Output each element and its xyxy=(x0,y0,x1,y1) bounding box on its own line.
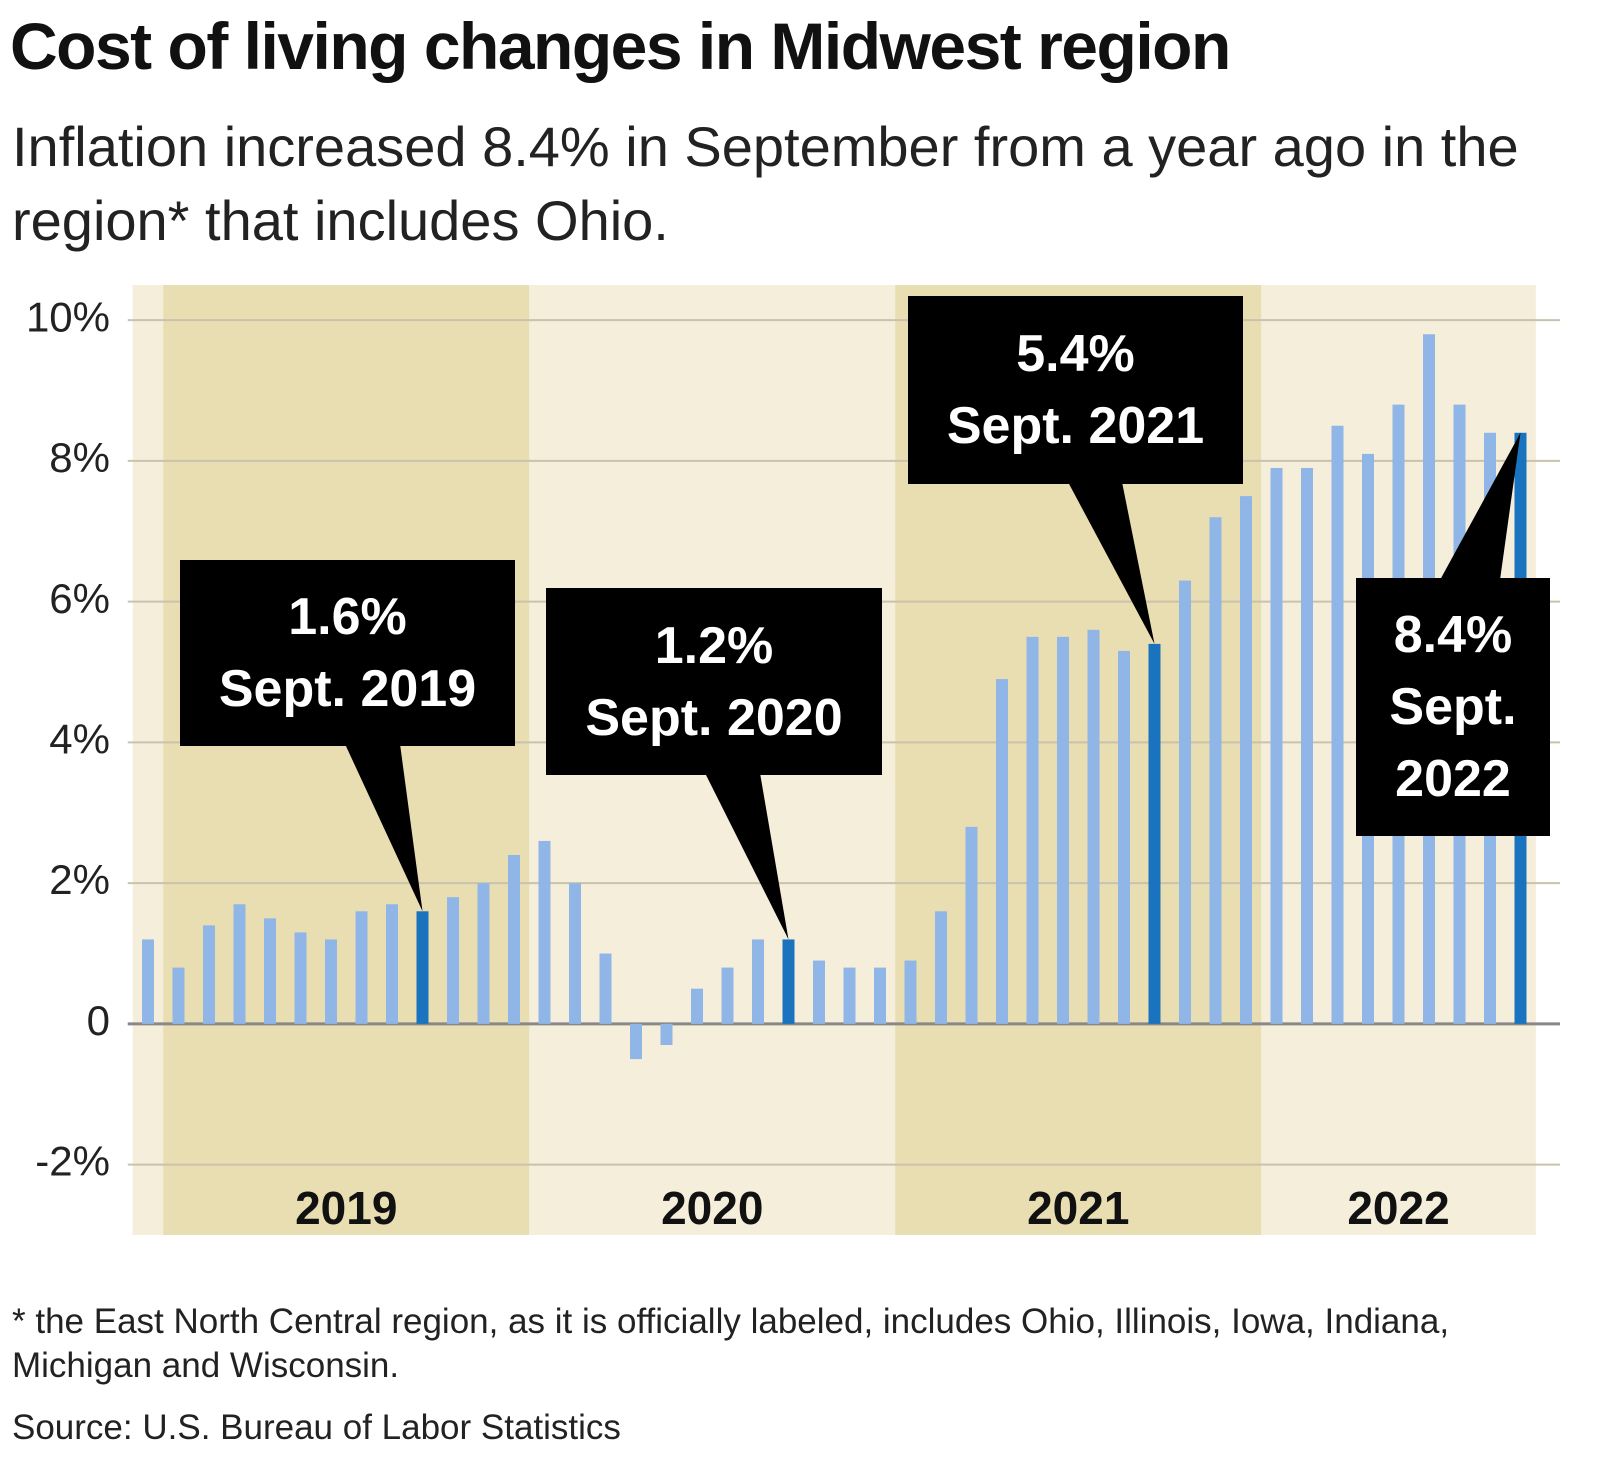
bar xyxy=(1026,636,1039,1024)
bar xyxy=(447,897,459,1024)
year-label: 2021 xyxy=(1027,1182,1129,1234)
callout-box xyxy=(1356,578,1550,836)
bar xyxy=(843,967,856,1024)
bar xyxy=(874,967,886,1024)
bar xyxy=(233,904,246,1024)
bar xyxy=(813,960,825,1024)
callout-date: Sept. 2021 xyxy=(946,397,1205,455)
y-tick-label: 6% xyxy=(49,575,110,622)
callout-pointer xyxy=(1440,432,1521,580)
callout-date: Sept. 2020 xyxy=(585,688,843,747)
footnote: * the East North Central region, as it i… xyxy=(12,1302,1450,1385)
callout-pointer xyxy=(1068,482,1155,644)
callout: 1.2% Sept. 2020 xyxy=(546,588,882,775)
callout-pointer xyxy=(345,744,423,912)
bar xyxy=(508,855,520,1024)
bar xyxy=(1118,650,1130,1024)
chart-subtitle: Inflation increased 8.4% in September fr… xyxy=(12,115,1519,252)
bar xyxy=(386,904,398,1024)
callout-value: 5.4% xyxy=(1016,325,1135,383)
bar xyxy=(1240,496,1252,1024)
bar xyxy=(1209,517,1222,1024)
y-tick-label: 0 xyxy=(87,997,110,1044)
callout-value: 8.4% xyxy=(1393,606,1513,664)
y-tick-label: 10% xyxy=(26,293,110,340)
y-tick-label: 2% xyxy=(49,856,110,903)
y-tick-label: 4% xyxy=(49,716,110,763)
bar xyxy=(782,939,795,1024)
bar xyxy=(1057,636,1069,1024)
chart-title: Cost of living changes in Midwest region xyxy=(10,9,1231,83)
bar xyxy=(630,1023,642,1060)
year-label: 2019 xyxy=(295,1182,397,1234)
bar xyxy=(294,932,307,1024)
bar xyxy=(325,939,337,1024)
bar xyxy=(1179,580,1191,1024)
bar xyxy=(660,1023,673,1045)
callout-value: 1.6% xyxy=(288,588,407,646)
callout: 5.4% Sept. 2021 xyxy=(908,296,1243,484)
bar xyxy=(142,939,154,1024)
bar xyxy=(538,840,551,1024)
bar xyxy=(1331,425,1344,1024)
callout-date: Sept. 2019 xyxy=(218,660,477,718)
y-tick-label: 8% xyxy=(49,434,110,481)
bar xyxy=(355,911,368,1024)
callout-box xyxy=(908,296,1243,484)
bar xyxy=(1087,629,1100,1024)
bar xyxy=(416,911,429,1024)
bar xyxy=(203,925,215,1024)
callout-pointer xyxy=(705,773,789,940)
bar xyxy=(569,883,581,1024)
bar xyxy=(477,883,490,1024)
bar xyxy=(691,988,703,1024)
bar xyxy=(721,967,734,1024)
year-label: 2022 xyxy=(1347,1182,1449,1234)
year-band xyxy=(163,285,530,1235)
source: Source: U.S. Bureau of Labor Statistics xyxy=(12,1408,621,1447)
callout: 8.4% Sept. 2022 xyxy=(1356,578,1550,836)
bar xyxy=(1301,467,1313,1024)
bar xyxy=(172,967,185,1024)
callout-box xyxy=(180,560,515,746)
callout: 1.6% Sept. 2019 xyxy=(180,560,515,746)
year-label: 2020 xyxy=(661,1182,763,1234)
callout-box xyxy=(546,588,882,775)
bar xyxy=(264,918,276,1024)
bar xyxy=(965,826,978,1024)
bar xyxy=(1270,467,1283,1024)
callout-date: Sept. 2022 xyxy=(1389,678,1517,808)
callout-value: 1.2% xyxy=(654,616,774,675)
bar xyxy=(996,679,1008,1024)
bar xyxy=(1148,643,1161,1024)
bar xyxy=(904,960,917,1024)
bar xyxy=(752,939,764,1024)
bar xyxy=(935,911,947,1024)
bar xyxy=(599,953,612,1024)
y-tick-label: -2% xyxy=(35,1138,110,1185)
